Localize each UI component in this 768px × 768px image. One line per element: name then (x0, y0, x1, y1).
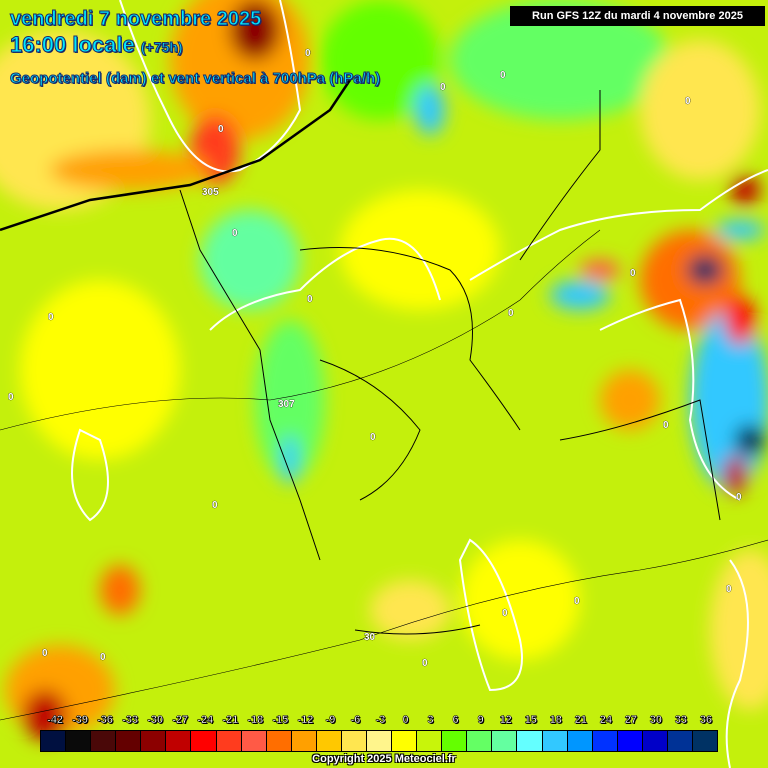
legend-tick-label: -42 (47, 714, 64, 727)
legend-swatch (41, 731, 67, 751)
svg-text:305: 305 (202, 187, 219, 198)
legend-swatch (241, 731, 267, 751)
svg-text:0: 0 (307, 294, 313, 305)
legend-tick-label: 27 (624, 714, 637, 727)
svg-text:0: 0 (48, 312, 54, 323)
svg-text:0: 0 (574, 596, 580, 607)
svg-text:0: 0 (42, 648, 48, 659)
legend-swatch (667, 731, 694, 751)
svg-text:0: 0 (500, 70, 506, 81)
legend-tick-label: 0 (402, 714, 409, 727)
svg-text:0: 0 (630, 268, 636, 279)
legend-tick-label: 21 (574, 714, 587, 727)
legend-tick-label: 6 (452, 714, 459, 727)
legend-swatch (442, 731, 468, 751)
copyright: Copyright 2025 Meteociel.fr (312, 753, 456, 765)
legend-swatch (316, 731, 342, 751)
legend-swatch (141, 731, 167, 751)
forecast-time: 16:00 locale (+75h) (10, 32, 183, 58)
legend-swatch (417, 731, 443, 751)
country-borders (0, 79, 768, 721)
legend-swatch (592, 731, 618, 751)
legend-ticks: -42 -39 -36 -33 -30 -27 -24 -21 -18 -15 -12 -9 -6 -3 0… (40, 714, 716, 728)
legend-tick-label: 3 (427, 714, 434, 727)
legend-tick-label: -12 (297, 714, 314, 727)
svg-text:30: 30 (364, 632, 376, 643)
model-run-label: Run GFS 12Z du mardi 4 novembre 2025 (510, 6, 765, 26)
legend-swatch (492, 731, 518, 751)
legend-tick-label: -30 (147, 714, 164, 727)
legend-tick-label: -18 (247, 714, 264, 727)
legend-swatch (467, 731, 493, 751)
legend-swatch (542, 731, 568, 751)
parameter-title: Geopotentiel (dam) et vent vertical à 70… (9, 70, 381, 88)
vertical-wind-zero-contours (71, 0, 768, 768)
legend-tick-label: -33 (122, 714, 139, 727)
svg-text:0: 0 (685, 96, 691, 107)
svg-text:0: 0 (663, 420, 669, 431)
legend-swatch (66, 731, 92, 751)
legend-tick-label: 18 (549, 714, 562, 727)
legend-tick-label: 33 (674, 714, 688, 727)
svg-text:307: 307 (278, 399, 295, 410)
legend-tick-label: -36 (97, 714, 114, 727)
legend-swatch (191, 731, 217, 751)
legend-tick-label: 12 (499, 714, 512, 727)
legend-swatch (392, 731, 418, 751)
svg-text:0: 0 (726, 584, 732, 595)
legend-swatch (567, 731, 593, 751)
color-legend (40, 730, 718, 752)
legend-swatch (166, 731, 192, 751)
svg-text:0: 0 (100, 652, 106, 663)
lead-time: (+75h) (140, 39, 183, 56)
legend-swatch (341, 731, 368, 751)
svg-text:0: 0 (502, 608, 508, 619)
legend-tick-label: -21 (222, 714, 239, 727)
legend-tick-label: -3 (375, 714, 386, 727)
legend-swatch (116, 731, 142, 751)
legend-tick-label: -24 (197, 714, 214, 727)
legend-swatch (91, 731, 117, 751)
svg-text:0: 0 (508, 308, 514, 319)
svg-text:0: 0 (422, 658, 428, 669)
forecast-date: vendredi 7 novembre 2025 (9, 8, 262, 31)
svg-text:0: 0 (305, 48, 311, 59)
legend-tick-label: 9 (477, 714, 484, 727)
svg-text:0: 0 (736, 492, 742, 503)
legend-tick-label: 24 (599, 714, 612, 727)
legend-tick-label: 15 (524, 714, 537, 727)
legend-swatch (642, 731, 668, 751)
local-time: 16:00 locale (10, 32, 136, 58)
svg-text:0: 0 (218, 124, 224, 135)
legend-swatch (517, 731, 543, 751)
svg-text:0: 0 (212, 500, 218, 511)
legend-swatch (216, 731, 242, 751)
legend-tick-label: -9 (325, 714, 336, 727)
legend-swatch (291, 731, 317, 751)
svg-text:0: 0 (232, 228, 238, 239)
svg-text:0: 0 (8, 392, 14, 403)
contour-labels: 305 307 30 0 0 0 0 0 0 0 0 0 0 0 0 0 0 0… (8, 48, 743, 670)
legend-swatch (617, 731, 643, 751)
legend-tick-label: -15 (272, 714, 289, 727)
legend-swatch (266, 731, 292, 751)
legend-tick-label: 36 (699, 714, 713, 727)
svg-text:0: 0 (370, 432, 376, 443)
legend-tick-label: -39 (72, 714, 89, 727)
legend-swatch (367, 731, 393, 751)
legend-swatch (693, 731, 718, 751)
legend-tick-label: -27 (172, 714, 189, 727)
legend-tick-label: -6 (350, 714, 361, 727)
svg-text:0: 0 (440, 82, 446, 93)
legend-tick-label: 30 (649, 714, 663, 727)
